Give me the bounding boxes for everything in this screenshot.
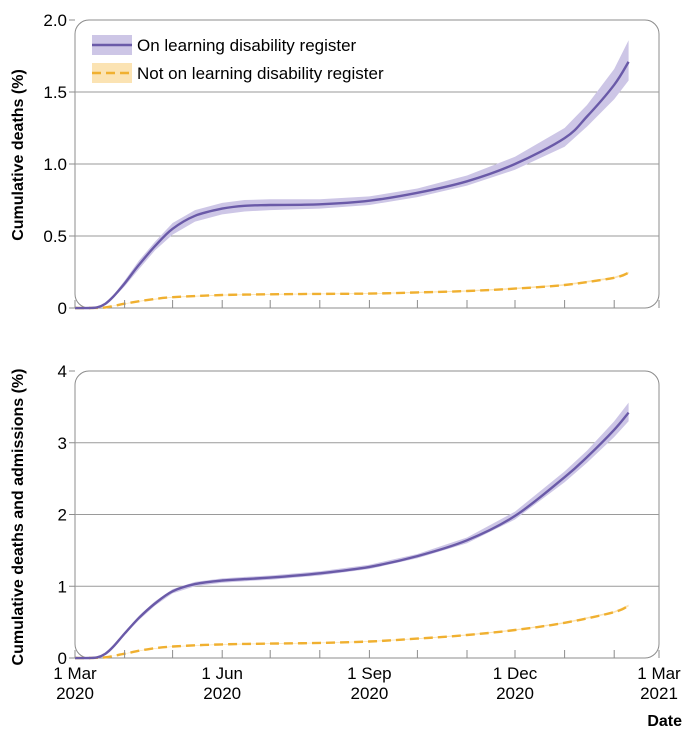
y-ticks-deaths-admissions: 0 1 2 3 4 xyxy=(58,362,75,668)
y-ticks-deaths: 0 0.5 1.0 1.5 2.0 xyxy=(43,11,75,318)
legend: On learning disability register Not on l… xyxy=(92,35,384,83)
y-axis-label-deaths: Cumulative deaths (%) xyxy=(10,69,27,241)
series-deaths-admissions xyxy=(74,402,630,660)
legend-label-register: On learning disability register xyxy=(137,36,357,55)
ci-band-register xyxy=(75,402,629,658)
y-tick-label: 3 xyxy=(58,434,67,453)
ci-band-not-register xyxy=(75,604,629,658)
y-tick-label: 0 xyxy=(58,649,67,668)
series-line-not-register xyxy=(74,271,630,310)
y-tick-label: 1 xyxy=(58,577,67,596)
x-tickmarks-deaths xyxy=(74,300,660,308)
x-tick-label-year: 2020 xyxy=(56,684,94,703)
x-tick-label: 1 Jun xyxy=(201,664,243,683)
y-axis-label-deaths-admissions: Cumulative deaths and admissions (%) xyxy=(10,369,27,666)
series-deaths xyxy=(74,40,630,310)
x-tick-label: 1 Mar xyxy=(53,664,97,683)
y-tick-label: 1.5 xyxy=(43,83,67,102)
x-tick-label: 1 Mar xyxy=(637,664,681,683)
panel-deaths: 0 0.5 1.0 1.5 2.0 Cumulative deaths (%) xyxy=(10,11,660,318)
y-tick-label: 4 xyxy=(58,362,67,381)
series-line-not-register xyxy=(74,604,630,660)
x-tick-label-year: 2020 xyxy=(350,684,388,703)
y-tick-label: 1.0 xyxy=(43,155,67,174)
y-tick-label: 0.5 xyxy=(43,227,67,246)
series-line-register xyxy=(74,411,630,660)
x-tickmarks-deaths-admissions xyxy=(74,650,660,658)
y-tick-label: 2.0 xyxy=(43,11,67,30)
legend-entry-not-register: Not on learning disability register xyxy=(92,63,384,83)
y-tick-label: 0 xyxy=(58,299,67,318)
panel-deaths-admissions: 0 1 2 3 4 Cumulative deaths and admissions (… xyxy=(10,362,660,668)
y-tick-label: 2 xyxy=(58,506,67,525)
x-tick-label: 1 Sep xyxy=(347,664,391,683)
x-tick-label: 1 Dec xyxy=(493,664,538,683)
legend-label-not-register: Not on learning disability register xyxy=(137,64,384,83)
gridlines-deaths-admissions xyxy=(75,442,659,587)
x-axis-label: Date xyxy=(647,713,682,730)
ci-band-not-register xyxy=(75,271,629,308)
x-tick-label-year: 2021 xyxy=(640,684,678,703)
gridlines-deaths xyxy=(75,91,659,237)
series-line-register xyxy=(74,61,630,310)
legend-entry-register: On learning disability register xyxy=(92,35,357,55)
x-tick-label-year: 2020 xyxy=(496,684,534,703)
x-tick-label-year: 2020 xyxy=(203,684,241,703)
